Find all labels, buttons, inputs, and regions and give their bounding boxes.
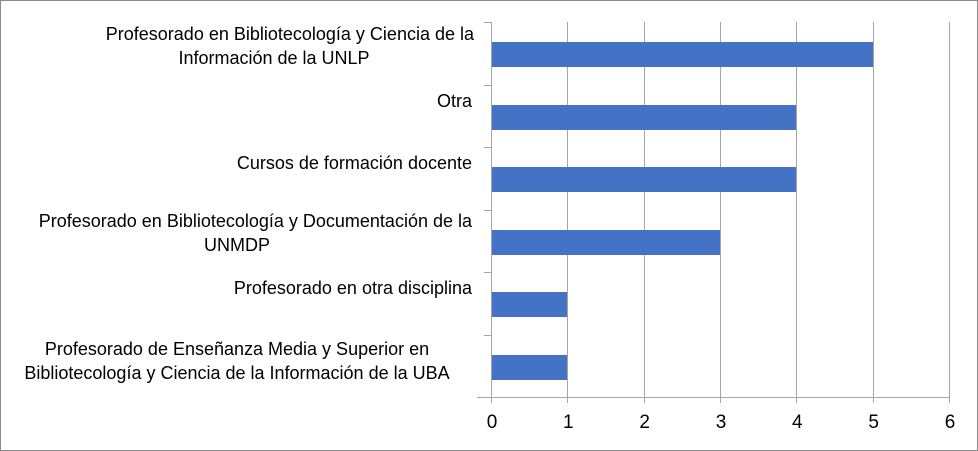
category-label-line: Profesorado en Bibliotecología y Ciencia… <box>105 24 474 44</box>
x-axis-line <box>477 397 949 398</box>
y-tick-mark <box>484 272 491 273</box>
x-tick-label: 1 <box>563 412 574 433</box>
y-tick-mark <box>484 84 491 86</box>
x-tick-mark <box>567 397 569 403</box>
y-tick-mark <box>484 334 491 336</box>
x-tick-mark <box>872 397 874 403</box>
category-label-line: Otra <box>436 90 472 111</box>
category-label-line: UNMDP <box>204 235 270 255</box>
category-label-line: Profesorado en otra disciplina <box>233 278 472 298</box>
x-tick-label: 0 <box>486 412 498 433</box>
category-label: Profesorado en otra disciplina <box>0 276 472 300</box>
category-label-line: Bibliotecología y Ciencia de la Informac… <box>24 363 450 383</box>
gridline <box>720 22 721 397</box>
x-tick-label: 5 <box>868 412 879 433</box>
category-label-line: Profesorado de Enseñanza Media y Superio… <box>44 339 430 359</box>
category-label: Profesorado en Bibliotecología y Documen… <box>2 209 472 257</box>
bar <box>492 354 568 380</box>
bar <box>492 292 568 317</box>
x-tick-label: 6 <box>944 412 956 433</box>
category-label: Otra <box>0 89 472 113</box>
category-label-line: Profesorado en Bibliotecología y Documen… <box>38 211 472 231</box>
y-tick-mark <box>484 147 491 148</box>
x-tick-mark <box>643 397 645 403</box>
x-tick-mark <box>720 397 721 403</box>
category-label-line: Cursos de formación docente <box>236 153 472 173</box>
y-tick-mark <box>484 397 491 398</box>
y-tick-mark <box>484 209 491 211</box>
bar <box>492 167 797 192</box>
x-tick-mark <box>796 397 798 403</box>
gridline <box>567 22 569 397</box>
x-tick-mark <box>949 397 950 403</box>
bar <box>492 42 873 67</box>
category-label: Profesorado en Bibliotecología y Ciencia… <box>74 22 474 70</box>
gridline <box>949 22 950 397</box>
category-label-line: Información de la UNLP <box>178 48 370 68</box>
gridline <box>643 22 645 397</box>
bar <box>492 104 797 130</box>
category-label: Profesorado de Enseñanza Media y Superio… <box>2 337 472 385</box>
gridline <box>796 22 798 397</box>
bar <box>492 229 720 255</box>
y-axis-line <box>491 22 492 403</box>
gridline <box>872 22 874 397</box>
y-tick-mark <box>484 22 491 23</box>
category-label: Cursos de formación docente <box>0 151 472 175</box>
x-tick-label: 3 <box>715 412 727 433</box>
x-tick-label: 2 <box>639 412 650 433</box>
x-tick-label: 4 <box>792 412 803 433</box>
